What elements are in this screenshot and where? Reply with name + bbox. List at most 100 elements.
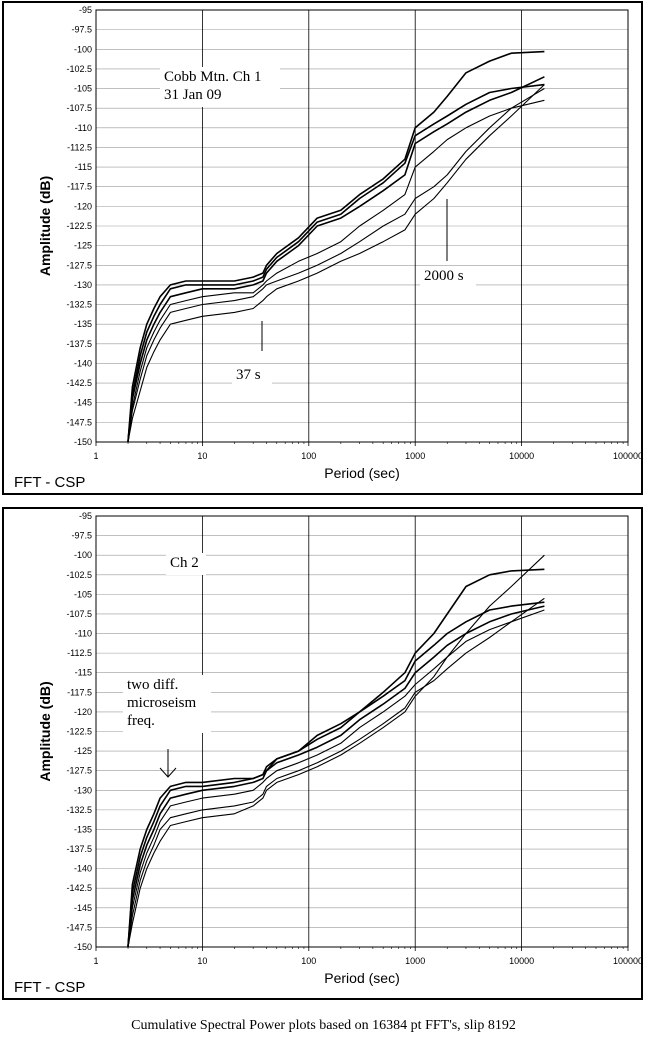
annotation-text: freq. — [127, 713, 155, 729]
y-tick-label: -120 — [74, 201, 92, 211]
y-tick-label: -150 — [74, 942, 92, 952]
series-line-2 — [127, 601, 545, 948]
y-tick-label: -112.5 — [67, 142, 92, 152]
y-tick-label: -105 — [74, 589, 92, 599]
series-line-6 — [127, 554, 545, 948]
plot-frame — [95, 9, 629, 443]
y-tick-label: -132.5 — [66, 300, 92, 310]
y-tick-label: -100 — [74, 550, 92, 560]
x-tick-label: 1 — [93, 451, 98, 461]
y-tick-label: -112.5 — [67, 648, 92, 658]
y-tick-label: -147.5 — [66, 922, 92, 932]
annotations: Cobb Mtn. Ch 1 31 Jan 09 2000 s 37 s — [160, 67, 476, 387]
y-tick-label: -125 — [74, 746, 92, 756]
y-tick-label: -147.5 — [66, 417, 92, 427]
y-tick-label: -115 — [75, 668, 92, 678]
annotation-text: 31 Jan 09 — [164, 87, 222, 103]
annotation-bg — [123, 675, 211, 733]
y-tick-label: -142.5 — [66, 378, 92, 388]
corner-label: FFT - CSP — [14, 979, 85, 996]
figure-caption: Cumulative Spectral Power plots based on… — [131, 1018, 516, 1033]
y-tick-label: -115 — [75, 162, 92, 172]
chart-bottom: -95 -97.5 -100 -102.5 -105 -107.5 -110 -112.5 -1… — [14, 511, 641, 996]
y-tick-label: -140 — [74, 358, 92, 368]
y-tick-label: -125 — [74, 241, 92, 251]
y-tick-label: -122.5 — [66, 221, 92, 231]
y-tick-label: -97.5 — [71, 25, 92, 35]
annotation-text: Ch 2 — [170, 555, 199, 571]
annotation-text: 37 s — [236, 367, 261, 383]
y-tick-label: -142.5 — [66, 883, 92, 893]
x-tick-label: 10 — [197, 956, 207, 966]
y-tick-label: -137.5 — [66, 844, 92, 854]
corner-label: FFT - CSP — [14, 474, 85, 491]
y-tick-label: -120 — [74, 707, 92, 717]
y-tick-label: -130 — [74, 280, 92, 290]
y-tick-label: -95 — [79, 5, 92, 15]
y-tick-label: -145 — [74, 903, 92, 913]
annotation-bg — [160, 67, 280, 107]
y-tick-label: -102.5 — [66, 570, 92, 580]
x-axis-label: Period (sec) — [324, 465, 399, 481]
y-tick-label: -105 — [74, 84, 92, 94]
y-tick-label: -95 — [79, 511, 92, 521]
plot-frame — [95, 515, 629, 948]
annotations: Ch 2 two diff. microseism freq. — [123, 553, 211, 778]
annotation-bg — [232, 365, 272, 387]
y-tick-label: -127.5 — [66, 766, 92, 776]
annotation-bg — [420, 266, 476, 288]
grid — [95, 515, 629, 951]
x-tick-label: 10000 — [509, 956, 534, 966]
series-group — [127, 50, 545, 443]
series-line-4 — [127, 99, 545, 443]
y-tick-label: -150 — [74, 437, 92, 447]
annotation-text: microseism — [127, 695, 196, 711]
series-line-3 — [127, 76, 545, 443]
x-tick-label: 100 — [301, 956, 316, 966]
series-line-3 — [127, 605, 545, 948]
y-tick-label: -145 — [74, 398, 92, 408]
y-tick-label: -97.5 — [71, 531, 92, 541]
y-axis-label: Amplitude (dB) — [37, 176, 53, 276]
series-line-2 — [127, 83, 545, 443]
y-tick-label: -137.5 — [66, 339, 92, 349]
y-tick-label: -110 — [75, 123, 92, 133]
series-line-5 — [127, 88, 545, 443]
y-tick-label: -122.5 — [66, 727, 92, 737]
y-tick-label: -117.5 — [67, 182, 92, 192]
x-tick-label: 100000 — [613, 451, 641, 461]
y-tick-label: -110 — [75, 629, 92, 639]
x-tick-label: 10000 — [509, 451, 534, 461]
x-tick-label: 1 — [93, 956, 98, 966]
y-tick-label: -100 — [74, 44, 92, 54]
annotation-text: Cobb Mtn. Ch 1 — [164, 69, 262, 85]
arrow-head — [159, 767, 177, 778]
y-tick-label: -135 — [74, 319, 92, 329]
y-tick-label: -132.5 — [66, 805, 92, 815]
chart-top: -95 -97.5 -100 -102.5 -105 -107.5 -110 -112.5 -1… — [14, 5, 641, 491]
x-tick-label: 100 — [301, 451, 316, 461]
x-tick-label: 100000 — [613, 956, 641, 966]
y-tick-label: -117.5 — [67, 687, 92, 697]
y-tick-label: -140 — [74, 864, 92, 874]
y-tick-label: -107.5 — [66, 609, 92, 619]
chart-panel-top: -95 -97.5 -100 -102.5 -105 -107.5 -110 -112.5 -1… — [2, 1, 643, 495]
y-tick-label: -107.5 — [66, 103, 92, 113]
series-line-6 — [127, 84, 545, 443]
x-axis-label: Period (sec) — [324, 970, 399, 986]
series-line-1 — [127, 50, 545, 443]
y-tick-label: -130 — [74, 785, 92, 795]
chart-panel-bottom: -95 -97.5 -100 -102.5 -105 -107.5 -110 -112.5 -1… — [2, 507, 643, 1000]
y-tick-label: -102.5 — [66, 64, 92, 74]
y-axis-label: Amplitude (dB) — [37, 681, 53, 781]
annotation-text: 2000 s — [424, 268, 464, 284]
annotation-bg — [166, 553, 206, 575]
x-tick-label: 10 — [197, 451, 207, 461]
series-line-5 — [127, 597, 545, 948]
x-tick-label: 1000 — [405, 451, 425, 461]
x-tick-label: 1000 — [405, 956, 425, 966]
y-tick-label: -127.5 — [66, 260, 92, 270]
annotation-text: two diff. — [127, 677, 178, 693]
y-tick-label: -135 — [74, 824, 92, 834]
series-line-4 — [127, 609, 545, 948]
